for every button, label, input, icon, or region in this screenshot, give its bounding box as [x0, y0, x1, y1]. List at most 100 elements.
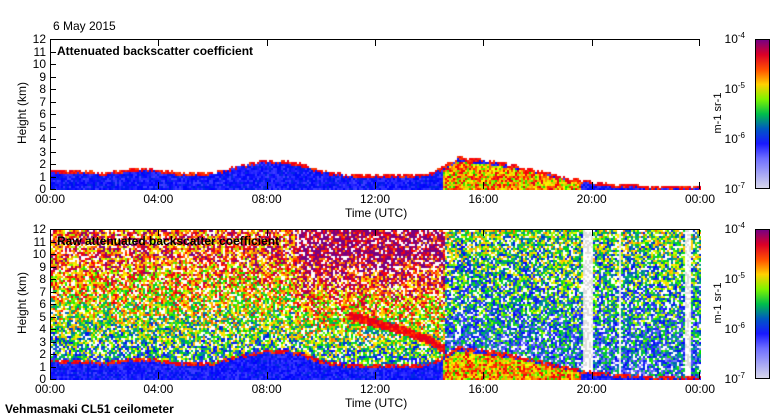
y-tick-label: 1	[39, 169, 46, 184]
colorbar	[755, 39, 770, 189]
y-tick-label: 6	[39, 107, 46, 121]
y-tick-label: 4	[39, 132, 46, 146]
x-tick-label: 08:00	[251, 192, 282, 206]
colorbar-tick-exponent: -4	[737, 221, 745, 230]
x-tick-label: 20:00	[576, 192, 607, 206]
x-tick-mark	[699, 39, 700, 46]
y-tick-mark	[50, 304, 56, 305]
x-tick-mark	[158, 182, 160, 189]
colorbar-tick-label: 10-6	[724, 321, 745, 336]
y-tick-label: 7	[39, 284, 46, 299]
x-tick-mark	[266, 182, 268, 189]
x-tick-mark	[266, 39, 268, 46]
x-tick-mark	[50, 372, 51, 379]
y-tick-mark	[50, 379, 56, 380]
y-tick-label: 5	[39, 119, 46, 134]
x-tick-mark	[50, 229, 51, 236]
colorbar-tick-label: 10-6	[724, 131, 745, 146]
colorbar-tick-label: 10-7	[724, 181, 745, 196]
backscatter-heatmap	[51, 230, 701, 380]
x-tick-mark	[266, 229, 268, 236]
y-tick-mark	[50, 126, 56, 128]
colorbar-tick-exponent: -6	[737, 131, 745, 140]
y-tick-label: 3	[39, 144, 46, 159]
y-tick-label: 4	[39, 322, 46, 336]
y-tick-mark	[50, 229, 56, 230]
y-tick-label: 6	[39, 297, 46, 311]
y-tick-mark	[50, 64, 56, 65]
y-tick-label: 3	[39, 334, 46, 349]
x-tick-mark	[375, 229, 376, 236]
y-tick-mark	[50, 139, 56, 140]
y-tick-label: 11	[33, 44, 46, 59]
x-tick-label: 00:00	[34, 382, 66, 396]
x-tick-label: 12:00	[359, 192, 391, 206]
y-tick-mark	[50, 241, 56, 243]
x-tick-label: 00:00	[34, 192, 66, 206]
x-tick-label: 04:00	[143, 192, 174, 206]
x-tick-label: 16:00	[468, 192, 499, 206]
y-tick-label: 9	[39, 259, 46, 274]
x-tick-label: 00:00	[684, 192, 716, 206]
x-tick-mark	[158, 372, 160, 379]
colorbar-tick-label: 10-4	[724, 31, 745, 46]
x-tick-label: 12:00	[359, 382, 391, 396]
x-tick-mark	[50, 182, 51, 189]
x-tick-label: 20:00	[576, 382, 607, 396]
x-tick-label: 16:00	[468, 382, 499, 396]
colorbar-label: m-1 sr-1	[712, 282, 724, 324]
x-tick-mark	[699, 372, 700, 379]
y-tick-mark	[50, 164, 56, 165]
x-tick-mark	[266, 372, 268, 379]
y-tick-mark	[50, 291, 56, 293]
y-tick-mark	[50, 151, 56, 153]
heatmap-plot-1: Attenuated backscatter coefficient	[50, 39, 701, 190]
colorbar-tick-exponent: -5	[737, 271, 745, 280]
y-tick-label: 8	[39, 272, 46, 286]
y-tick-mark	[50, 176, 56, 178]
y-tick-label: 12	[32, 32, 46, 46]
colorbar-tick-exponent: -4	[737, 31, 745, 40]
y-tick-label: 7	[39, 94, 46, 109]
x-tick-mark	[158, 229, 160, 236]
colorbar-tick-exponent: -6	[737, 321, 745, 330]
x-tick-mark	[375, 182, 376, 189]
colorbar-tick-exponent: -5	[737, 81, 745, 90]
x-tick-mark	[483, 182, 485, 189]
instrument-label: Vehmasmaki CL51 ceilometer	[5, 402, 174, 416]
colorbar-tick-label: 10-5	[724, 271, 745, 286]
y-tick-mark	[50, 316, 56, 318]
y-tick-mark	[50, 279, 56, 280]
y-tick-label: 2	[39, 157, 46, 171]
colorbar-tick-label: 10-7	[724, 371, 745, 386]
colorbar-label: m-1 sr-1	[712, 92, 724, 134]
y-tick-mark	[50, 76, 56, 78]
y-tick-mark	[50, 51, 56, 53]
y-axis-label: Height (km)	[15, 272, 29, 335]
colorbar	[755, 229, 770, 379]
y-tick-label: 9	[39, 69, 46, 84]
x-tick-label: 04:00	[143, 382, 174, 396]
y-tick-label: 10	[32, 247, 46, 261]
x-tick-mark	[483, 229, 485, 236]
y-axis-label: Height (km)	[15, 82, 29, 145]
y-tick-label: 0	[39, 182, 46, 196]
y-tick-mark	[50, 329, 56, 330]
y-tick-mark	[50, 266, 56, 268]
colorbar-tick-label: 10-4	[724, 221, 745, 236]
x-tick-mark	[158, 39, 160, 46]
y-tick-mark	[50, 189, 56, 190]
x-tick-mark	[591, 372, 593, 379]
x-tick-mark	[50, 39, 51, 46]
y-tick-label: 10	[32, 57, 46, 71]
y-tick-mark	[50, 89, 56, 90]
x-tick-mark	[375, 39, 376, 46]
colorbar-tick-label: 10-5	[724, 81, 745, 96]
y-tick-mark	[50, 101, 56, 103]
y-tick-label: 0	[39, 372, 46, 386]
y-tick-mark	[50, 341, 56, 343]
colorbar-tick-exponent: -7	[737, 181, 745, 190]
y-tick-mark	[50, 39, 56, 40]
y-tick-label: 12	[32, 222, 46, 236]
panel-title: Raw attenuated backscatter coefficient	[57, 234, 280, 248]
